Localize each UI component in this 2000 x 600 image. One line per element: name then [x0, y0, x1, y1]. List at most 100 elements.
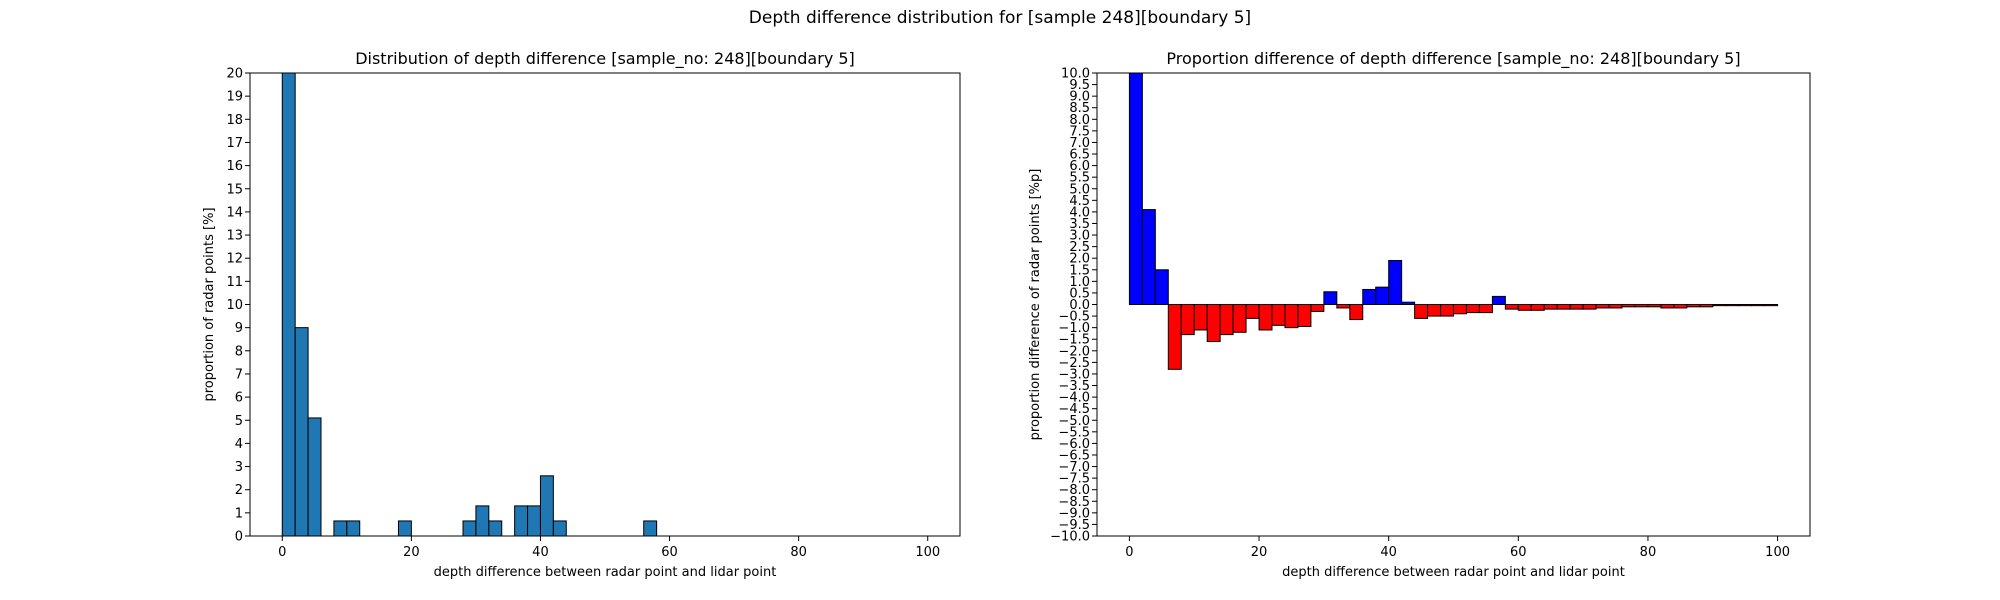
y-tick-label: −7.5 — [1058, 472, 1090, 487]
y-tick-label: 13 — [226, 229, 243, 244]
bar — [1310, 304, 1325, 312]
y-tick-label: 0.5 — [1069, 286, 1090, 301]
bar — [1388, 260, 1403, 306]
y-tick-label: 14 — [226, 205, 243, 220]
y-tick-label: −9.0 — [1058, 506, 1090, 521]
y-tick-label: −7.0 — [1058, 460, 1090, 475]
bar — [1232, 304, 1247, 333]
y-tick-label: 9.5 — [1069, 78, 1090, 93]
y-tick-label: −0.5 — [1058, 310, 1090, 325]
y-tick-label: −6.5 — [1058, 448, 1090, 463]
y-tick-label: −10.0 — [1050, 530, 1090, 545]
x-tick-label: 80 — [790, 545, 807, 560]
y-tick-label: −3.5 — [1058, 379, 1090, 394]
bar — [1258, 304, 1273, 331]
y-tick-label: −3.0 — [1058, 367, 1090, 382]
y-tick-label: 1.0 — [1069, 275, 1090, 290]
y-tick-label: 9.0 — [1069, 90, 1090, 105]
chart-title: Distribution of depth difference [sample… — [355, 49, 855, 69]
y-tick-label: 0.0 — [1069, 298, 1090, 313]
y-tick-label: 4.5 — [1069, 194, 1090, 209]
bar — [1297, 304, 1312, 327]
y-tick-label: 5.5 — [1069, 171, 1090, 186]
bar — [1530, 304, 1545, 311]
bar — [1699, 304, 1714, 308]
y-tick-label: 7.5 — [1069, 124, 1090, 139]
y-tick-label: −4.0 — [1058, 391, 1090, 406]
bar — [1595, 304, 1610, 309]
y-tick-label: −4.5 — [1058, 402, 1090, 417]
bar — [1167, 304, 1182, 370]
y-tick-label: 3 — [235, 460, 243, 475]
y-tick-label: −9.5 — [1058, 518, 1090, 533]
bar — [1582, 304, 1597, 310]
x-tick-label: 100 — [915, 545, 940, 560]
y-tick-label: 8 — [235, 344, 243, 359]
x-tick-label: 100 — [1765, 545, 1790, 560]
bar — [1465, 304, 1480, 314]
y-tick-label: −1.0 — [1058, 321, 1090, 336]
y-axis-label: proportion of radar points [%] — [202, 207, 217, 401]
y-tick-label: 3.0 — [1069, 229, 1090, 244]
y-tick-label: 10 — [226, 298, 243, 313]
y-tick-label: −6.0 — [1058, 437, 1090, 452]
x-tick-label: 0 — [278, 545, 286, 560]
bar — [1478, 304, 1493, 314]
bar — [1725, 304, 1740, 307]
y-tick-label: 12 — [226, 252, 243, 267]
bar — [1440, 304, 1455, 317]
y-tick-label: 6.5 — [1069, 148, 1090, 163]
y-tick-label: −5.0 — [1058, 414, 1090, 429]
y-tick-label: 2.5 — [1069, 240, 1090, 255]
y-tick-label: 4.0 — [1069, 205, 1090, 220]
bar — [1427, 304, 1442, 317]
x-tick-label: 60 — [1510, 545, 1527, 560]
bar — [1141, 209, 1156, 305]
y-tick-label: −2.5 — [1058, 356, 1090, 371]
bar — [1712, 304, 1727, 307]
bar — [1245, 304, 1260, 319]
chart-title: Proportion difference of depth differenc… — [1166, 49, 1740, 69]
y-tick-label: −8.0 — [1058, 483, 1090, 498]
x-tick-label: 0 — [1125, 545, 1133, 560]
bar — [1401, 301, 1416, 306]
y-tick-label: 4 — [235, 437, 243, 452]
x-axis-label: depth difference between radar point and… — [1282, 565, 1625, 580]
bar — [1453, 304, 1467, 315]
x-tick-label: 80 — [1640, 545, 1657, 560]
bar — [1336, 304, 1351, 309]
bar — [1608, 304, 1623, 309]
bar — [1517, 304, 1532, 311]
bar — [1660, 304, 1675, 309]
y-tick-label: 5.0 — [1069, 182, 1090, 197]
bar — [1206, 304, 1221, 343]
y-tick-label: 15 — [226, 182, 243, 197]
y-tick-label: 17 — [226, 136, 243, 151]
x-tick-label: 20 — [403, 545, 420, 560]
x-tick-label: 40 — [532, 545, 549, 560]
y-tick-label: 1 — [235, 506, 243, 521]
bar — [1154, 269, 1169, 305]
x-axis-label: depth difference between radar point and… — [434, 565, 777, 580]
y-tick-label: 3.5 — [1069, 217, 1090, 232]
y-tick-label: 8.5 — [1069, 101, 1090, 116]
bar — [1673, 304, 1688, 309]
x-tick-label: 20 — [1251, 545, 1268, 560]
y-tick-label: 7 — [235, 367, 243, 382]
bar — [1634, 304, 1649, 308]
bar — [1647, 304, 1662, 308]
bar — [1375, 286, 1390, 306]
y-tick-label: 11 — [226, 275, 243, 290]
x-tick-label: 60 — [661, 545, 678, 560]
y-tick-label: 20 — [226, 67, 243, 82]
bar — [1491, 295, 1506, 305]
figure-title: Depth difference distribution for [sampl… — [748, 8, 1252, 28]
y-tick-label: 18 — [226, 113, 243, 128]
bar — [1556, 304, 1571, 310]
y-tick-label: 19 — [226, 90, 243, 105]
y-tick-label: 2 — [235, 483, 243, 498]
y-axis-label: proportion difference of radar points [%… — [1028, 169, 1043, 441]
y-tick-label: 1.5 — [1069, 263, 1090, 278]
